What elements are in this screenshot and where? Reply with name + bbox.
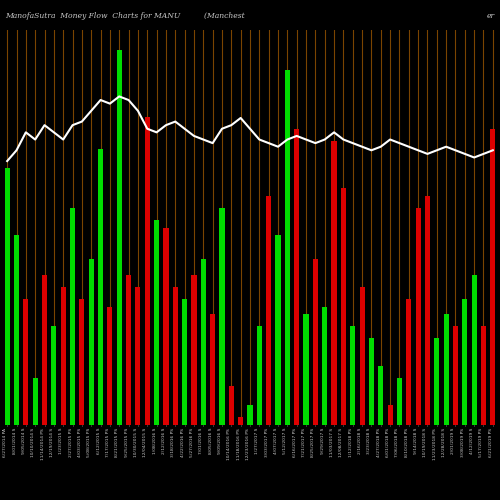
Bar (350, 326, 356, 425)
Bar (248, 405, 252, 425)
Bar (164, 228, 168, 425)
Bar (472, 275, 476, 425)
Bar (360, 287, 364, 425)
Bar (126, 275, 131, 425)
Bar (425, 196, 430, 425)
Bar (462, 298, 468, 425)
Bar (144, 117, 150, 425)
Bar (70, 208, 75, 425)
Bar (14, 236, 19, 425)
Bar (192, 275, 196, 425)
Bar (136, 287, 140, 425)
Bar (332, 140, 336, 425)
Bar (24, 298, 28, 425)
Bar (369, 338, 374, 425)
Bar (444, 314, 448, 425)
Bar (416, 208, 420, 425)
Bar (60, 287, 66, 425)
Bar (397, 378, 402, 425)
Bar (257, 326, 262, 425)
Bar (304, 314, 308, 425)
Bar (294, 128, 300, 425)
Text: er: er (487, 12, 495, 20)
Bar (434, 338, 440, 425)
Bar (266, 196, 271, 425)
Bar (313, 259, 318, 425)
Bar (453, 326, 458, 425)
Bar (172, 287, 178, 425)
Bar (285, 70, 290, 425)
Bar (378, 366, 384, 425)
Bar (229, 386, 234, 425)
Bar (406, 298, 411, 425)
Bar (154, 220, 159, 425)
Bar (52, 326, 57, 425)
Bar (210, 314, 215, 425)
Bar (108, 306, 112, 425)
Bar (116, 50, 122, 425)
Bar (481, 326, 486, 425)
Bar (238, 417, 243, 425)
Bar (490, 128, 496, 425)
Bar (88, 259, 94, 425)
Bar (4, 168, 10, 425)
Bar (220, 208, 224, 425)
Bar (32, 378, 38, 425)
Bar (200, 259, 206, 425)
Bar (276, 236, 280, 425)
Bar (98, 148, 103, 425)
Text: ManofaSutra  Money Flow  Charts for MANU          (Manchest: ManofaSutra Money Flow Charts for MANU (… (5, 12, 245, 20)
Bar (42, 275, 47, 425)
Bar (80, 298, 84, 425)
Bar (388, 405, 392, 425)
Bar (322, 306, 328, 425)
Bar (341, 188, 346, 425)
Bar (182, 298, 187, 425)
